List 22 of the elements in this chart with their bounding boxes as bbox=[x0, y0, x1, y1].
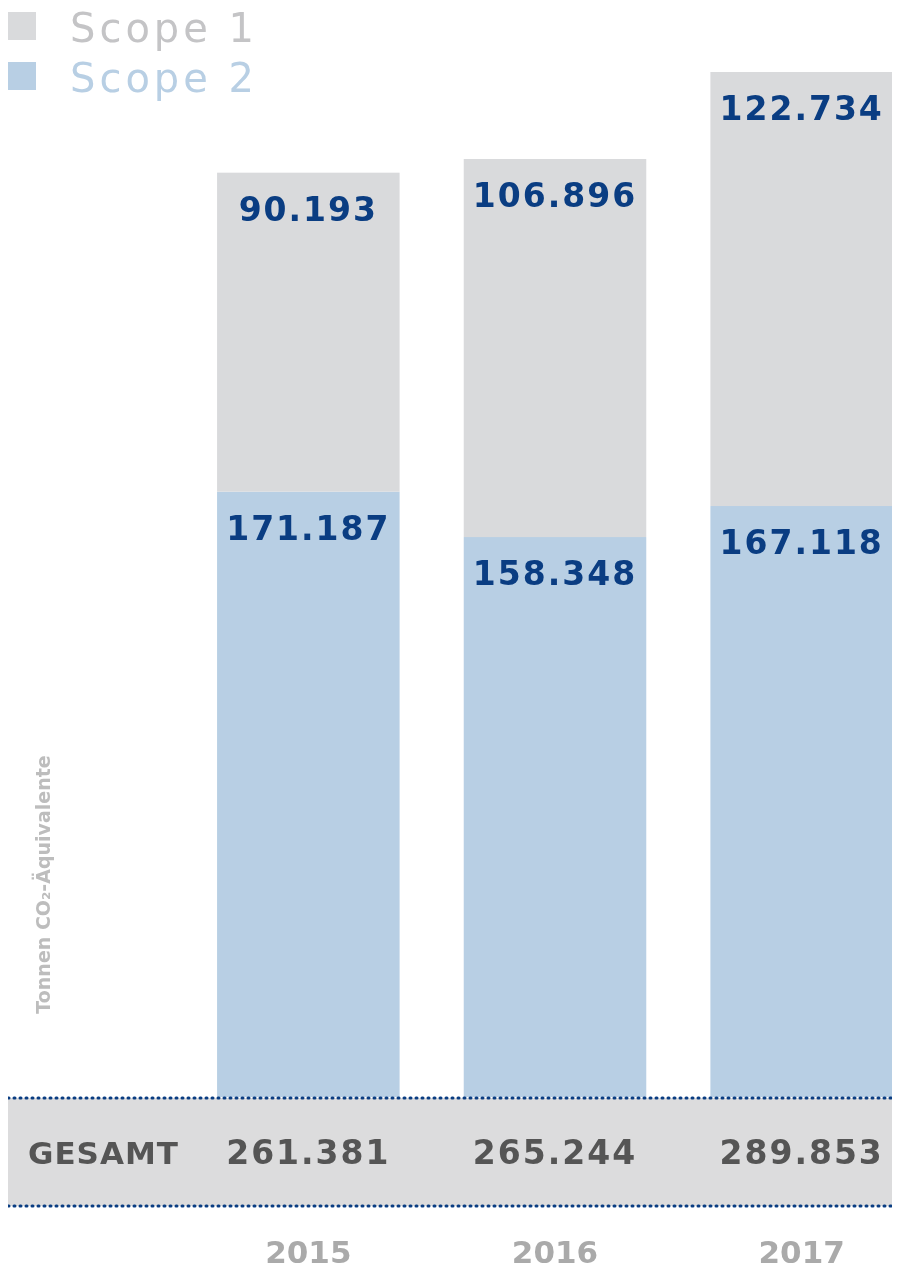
bar bbox=[463, 159, 647, 538]
data-label: 122.734 bbox=[719, 89, 884, 128]
x-tick-label: 2017 bbox=[758, 1234, 845, 1270]
y-axis-title: Tonnen CO₂-Äquivalente bbox=[31, 755, 54, 1014]
x-tick-label: 2016 bbox=[511, 1234, 599, 1270]
legend-label: Scope 2 bbox=[70, 55, 259, 101]
data-label: 106.896 bbox=[472, 176, 638, 216]
text: GESAMT bbox=[28, 1135, 179, 1171]
total-label: 261.381 bbox=[226, 1133, 391, 1172]
x-tick-label: 2015 bbox=[265, 1234, 352, 1270]
bar bbox=[463, 537, 647, 1097]
bar bbox=[217, 172, 400, 492]
legend-label: Scope 1 bbox=[70, 5, 259, 51]
data-label: 171.187 bbox=[226, 508, 391, 548]
data-label: 158.348 bbox=[472, 554, 638, 594]
bar bbox=[217, 491, 400, 1097]
total-label: 289.853 bbox=[719, 1133, 884, 1172]
data-label: 167.118 bbox=[719, 523, 884, 563]
total-label: 265.244 bbox=[472, 1133, 638, 1172]
bar bbox=[710, 72, 892, 507]
data-label: 90.193 bbox=[238, 189, 379, 229]
bar bbox=[710, 506, 892, 1097]
